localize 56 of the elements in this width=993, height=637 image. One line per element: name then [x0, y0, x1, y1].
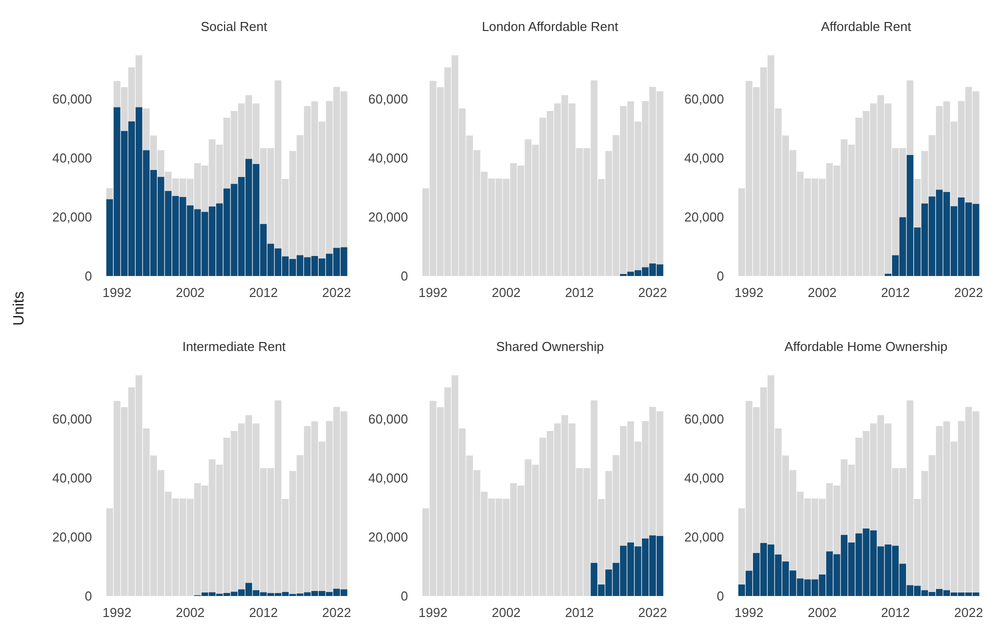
y-tick-label: 0 [84, 268, 92, 284]
y-tick-label: 40,000 [684, 150, 724, 166]
x-tick-label: 2022 [954, 605, 984, 620]
x-tick-label: 1992 [418, 605, 448, 620]
y-tick-label: 0 [716, 268, 724, 284]
y-tick-label: 20,000 [52, 530, 92, 545]
x-tick-label: 2012 [880, 605, 910, 620]
y-tick-label: 20,000 [368, 530, 408, 545]
y-tick-label: 60,000 [684, 412, 724, 427]
y-tick-label: 60,000 [368, 92, 408, 107]
chart-title: Shared Ownership [496, 339, 604, 354]
y-tick-label: 20,000 [368, 210, 408, 225]
bar [106, 188, 114, 200]
y-tick-label: 0 [400, 268, 408, 284]
x-tick-label: 2012 [248, 605, 278, 620]
y-tick-label: 40,000 [684, 470, 724, 486]
x-tick-label: 2002 [492, 605, 521, 620]
x-tick-label: 2002 [492, 285, 521, 300]
y-tick-label: 20,000 [684, 210, 724, 225]
x-tick-label: 1992 [102, 285, 132, 300]
y-tick-label: 40,000 [52, 150, 92, 166]
x-tick-label: 2022 [638, 605, 668, 620]
chart-title: London Affordable Rent [482, 19, 619, 34]
x-tick-label: 2002 [808, 605, 837, 620]
x-tick-label: 2012 [248, 285, 278, 300]
x-tick-label: 2002 [176, 285, 205, 300]
x-tick-label: 2022 [638, 285, 668, 300]
y-tick-label: 0 [84, 588, 92, 604]
y-tick-label: 20,000 [684, 530, 724, 545]
x-tick-label: 2012 [564, 285, 594, 300]
y-tick-label: 60,000 [684, 92, 724, 107]
y-tick-label: 0 [400, 588, 408, 604]
x-tick-label: 1992 [418, 285, 448, 300]
y-tick-label: 40,000 [368, 150, 408, 166]
y-tick-label: 20,000 [52, 210, 92, 225]
x-tick-label: 1992 [102, 605, 132, 620]
x-tick-label: 2022 [954, 285, 984, 300]
y-tick-label: 60,000 [52, 412, 92, 427]
x-tick-label: 2022 [322, 285, 352, 300]
chart-title: Social Rent [200, 19, 268, 34]
x-tick-label: 2012 [880, 285, 910, 300]
y-tick-label: 0 [716, 588, 724, 604]
y-tick-label: 60,000 [52, 92, 92, 107]
x-tick-label: 2002 [808, 285, 837, 300]
y-tick-label: 40,000 [368, 470, 408, 486]
x-tick-label: 2012 [564, 605, 594, 620]
y-tick-label: 60,000 [368, 412, 408, 427]
x-tick-label: 1992 [734, 285, 764, 300]
x-tick-label: 1992 [734, 605, 764, 620]
x-tick-label: 2022 [322, 605, 352, 620]
y-axis-title: Units [10, 291, 28, 326]
y-tick-label: 40,000 [52, 470, 92, 486]
chart-title: Intermediate Rent [182, 339, 286, 354]
x-tick-label: 2002 [176, 605, 205, 620]
chart-title: Affordable Rent [820, 19, 912, 34]
chart-title: Affordable Home Ownership [784, 339, 948, 354]
